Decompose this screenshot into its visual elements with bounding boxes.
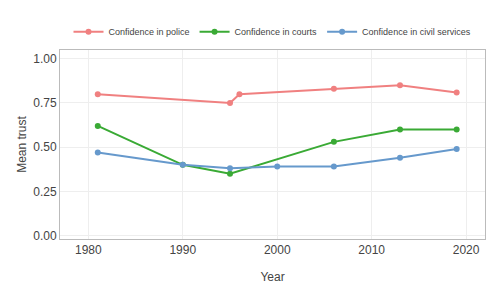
svg-text:Confidence in police: Confidence in police [109, 27, 190, 37]
svg-text:1990: 1990 [169, 243, 196, 257]
svg-text:Mean trust: Mean trust [15, 115, 29, 172]
svg-text:0.75: 0.75 [33, 96, 57, 110]
svg-text:Confidence in civil services: Confidence in civil services [362, 27, 471, 37]
svg-text:0.25: 0.25 [33, 185, 57, 199]
svg-text:Confidence in courts: Confidence in courts [235, 27, 318, 37]
svg-text:1.00: 1.00 [33, 52, 57, 66]
svg-text:Year: Year [260, 270, 284, 284]
svg-text:2020: 2020 [453, 243, 480, 257]
svg-text:0.00: 0.00 [33, 229, 57, 243]
svg-text:0.50: 0.50 [33, 140, 57, 154]
svg-text:2000: 2000 [264, 243, 291, 257]
svg-text:1980: 1980 [75, 243, 102, 257]
svg-text:2010: 2010 [358, 243, 385, 257]
